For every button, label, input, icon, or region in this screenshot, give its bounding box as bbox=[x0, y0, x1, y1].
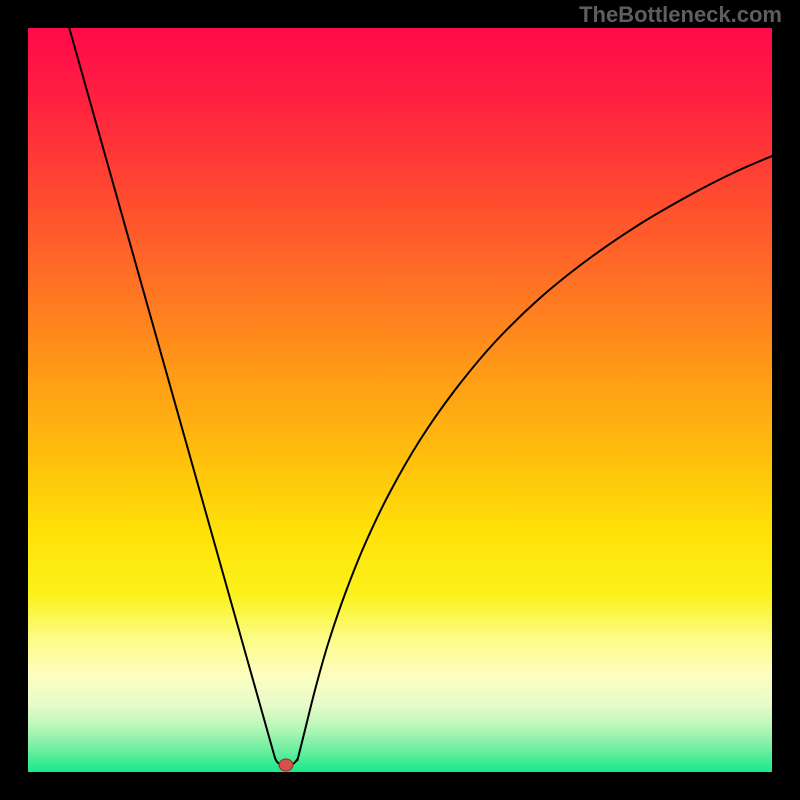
optimal-point-marker bbox=[279, 759, 293, 771]
plot-svg bbox=[28, 28, 772, 772]
plot-area bbox=[28, 28, 772, 772]
chart-container: TheBottleneck.com bbox=[0, 0, 800, 800]
watermark-text: TheBottleneck.com bbox=[579, 2, 782, 28]
gradient-background bbox=[28, 28, 772, 772]
